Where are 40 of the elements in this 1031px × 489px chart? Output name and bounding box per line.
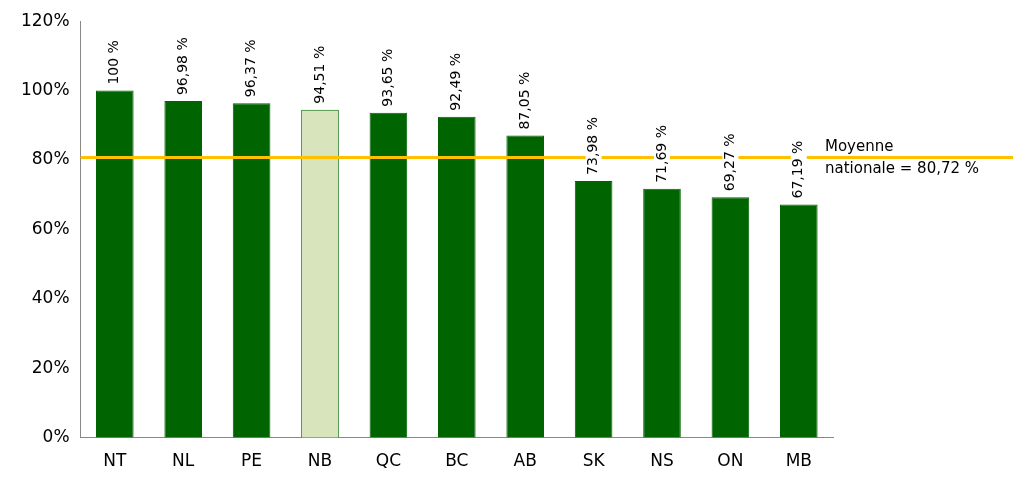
data-label: 67,19 % — [789, 140, 806, 199]
bar — [779, 204, 818, 438]
x-tick-label: NS — [650, 450, 674, 471]
data-label: 100 % — [105, 40, 122, 85]
data-label: 94,51 % — [310, 45, 327, 104]
data-label: 96,37 % — [242, 39, 259, 98]
data-label: 71,69 % — [652, 124, 669, 183]
data-label: 69,27 % — [721, 133, 738, 192]
bar — [574, 180, 613, 438]
data-label: 93,65 % — [379, 48, 396, 107]
x-tick-label: QC — [375, 450, 402, 471]
bar — [711, 197, 750, 438]
x-tick-label: PE — [241, 450, 263, 471]
data-label: 92,49 % — [447, 52, 464, 111]
y-tick-label: 20% — [31, 356, 70, 377]
x-tick-label: NB — [307, 450, 333, 471]
data-label: 87,05 % — [515, 71, 532, 130]
x-tick-label: MB — [785, 450, 812, 471]
bar — [369, 112, 408, 438]
bar — [437, 116, 476, 438]
y-tick-label: 60% — [31, 217, 70, 238]
bar — [506, 135, 545, 438]
y-tick-label: 100% — [20, 79, 70, 100]
x-tick-label: SK — [582, 450, 606, 471]
y-tick-label: 0% — [42, 426, 70, 447]
bar — [95, 90, 134, 438]
data-label: 96,98 % — [173, 37, 190, 96]
x-tick-label: BC — [445, 450, 469, 471]
y-tick-label: 80% — [31, 148, 70, 169]
y-tick-label: 120% — [20, 9, 70, 30]
x-tick-label: AB — [513, 450, 537, 471]
x-tick-label: NT — [103, 450, 127, 471]
bar — [643, 188, 681, 438]
bar — [232, 103, 271, 438]
data-label: 73,98 % — [584, 117, 601, 175]
ref-line-label: Moyenne nationale = 80,72 % — [825, 137, 980, 178]
x-tick-label: ON — [717, 450, 744, 471]
y-tick-label: 40% — [31, 287, 70, 308]
x-tick-label: NL — [172, 450, 195, 471]
bar — [164, 101, 203, 438]
